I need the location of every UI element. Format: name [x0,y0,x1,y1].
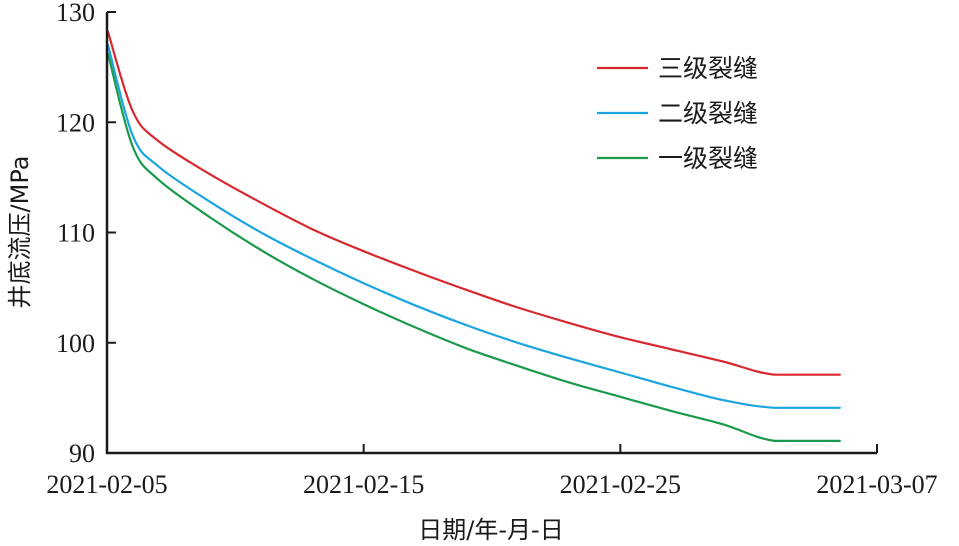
legend-label: 一级裂缝 [658,144,758,173]
y-tick-label: 110 [57,219,95,248]
legend-label: 二级裂缝 [658,99,758,128]
x-tick-label: 2021-02-15 [303,470,424,499]
x-axis-title: 日期/年-月-日 [418,516,563,544]
y-tick-label: 100 [56,329,95,358]
x-tick-label: 2021-02-25 [560,470,681,499]
series-line-1 [106,30,841,376]
y-ticks: 90 100 110 120 130 [56,0,116,468]
y-axis-title: 井底流压/MPa [6,156,34,309]
x-tick-label: 2021-03-07 [816,470,937,499]
series-line-3 [106,52,841,442]
series-line-2 [106,44,841,409]
y-tick-label: 120 [56,108,95,137]
legend-label: 三级裂缝 [658,54,758,83]
axes [105,12,877,455]
y-tick-label: 130 [56,0,95,27]
x-tick-label: 2021-02-05 [46,470,167,499]
series-lines [106,30,841,442]
x-ticks: 2021-02-05 2021-02-15 2021-02-25 2021-03-07 [46,444,938,499]
y-tick-label: 90 [69,439,95,468]
